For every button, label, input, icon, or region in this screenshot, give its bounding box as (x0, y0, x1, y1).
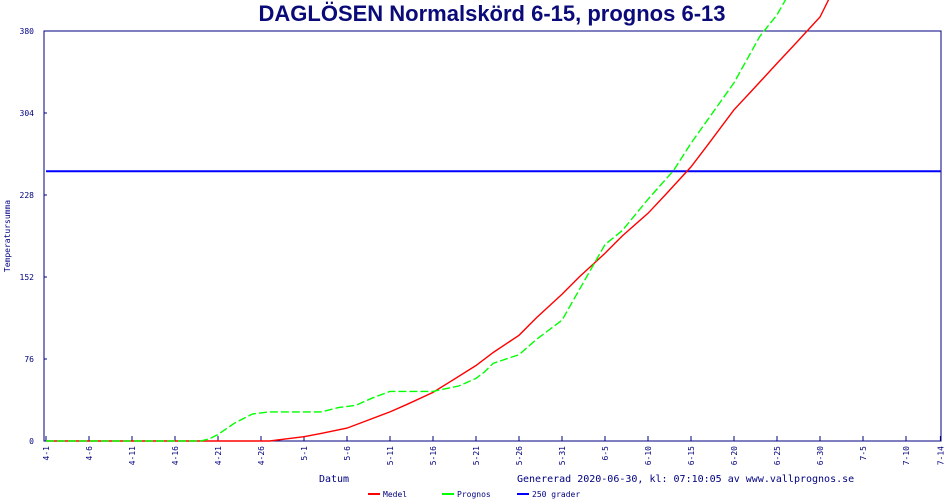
footer-text: Genererad 2020-06-30, kl: 07:10:05 av ww… (517, 474, 854, 485)
x-tick-label: 5-6 (343, 446, 352, 461)
plot-area (43, 30, 942, 442)
chart-title: DAGLÖSEN Normalskörd 6-15, prognos 6-13 (259, 1, 726, 26)
x-axis: 4-1 4-6 4-11 4-16 4-21 4-26 5-1 5-6 5-11 5-16 5-21… (42, 436, 945, 465)
y-tick-label: 380 (20, 27, 35, 36)
legend-label: 250 grader (532, 490, 580, 499)
x-tick-label: 7-5 (859, 446, 868, 461)
series-line-prognos (46, 0, 787, 442)
x-tick-label: 5-21 (472, 446, 481, 465)
x-tick-label: 4-26 (257, 446, 266, 465)
series-lines (46, 0, 941, 442)
x-tick-label: 5-1 (300, 446, 309, 461)
legend-label: Prognos (457, 490, 491, 499)
x-tick-label: 5-26 (515, 446, 524, 465)
y-axis: 0 76 152 228 304 380 (20, 27, 47, 446)
x-tick-label: 4-6 (85, 446, 94, 461)
y-tick-label: 228 (20, 191, 35, 200)
series-line-medel (46, 0, 830, 442)
x-axis-label: Datum (319, 474, 349, 485)
x-tick-label: 4-21 (214, 446, 223, 465)
x-tick-label: 7-14 (936, 446, 945, 465)
x-tick-label: 4-1 (42, 446, 51, 461)
x-tick-label: 6-15 (687, 446, 696, 465)
x-tick-label: 5-16 (429, 446, 438, 465)
x-tick-label: 4-11 (128, 446, 137, 465)
x-tick-label: 4-16 (171, 446, 180, 465)
y-tick-label: 304 (20, 109, 35, 118)
x-tick-label: 5-31 (558, 446, 567, 465)
y-tick-label: 76 (24, 355, 34, 364)
x-tick-label: 6-25 (773, 446, 782, 465)
x-tick-label: 7-10 (902, 446, 911, 465)
legend-label: Medel (383, 490, 407, 499)
legend: Medel Prognos 250 grader (368, 490, 580, 499)
x-tick-label: 6-30 (816, 446, 825, 465)
x-tick-label: 6-10 (644, 446, 653, 465)
y-tick-label: 0 (29, 437, 34, 446)
plot-frame (43, 30, 942, 442)
x-tick-label: 6-5 (601, 446, 610, 461)
y-tick-label: 152 (20, 273, 35, 282)
x-tick-label: 5-11 (386, 446, 395, 465)
x-tick-label: 6-20 (730, 446, 739, 465)
y-axis-label: Temperatursumma (3, 200, 12, 272)
